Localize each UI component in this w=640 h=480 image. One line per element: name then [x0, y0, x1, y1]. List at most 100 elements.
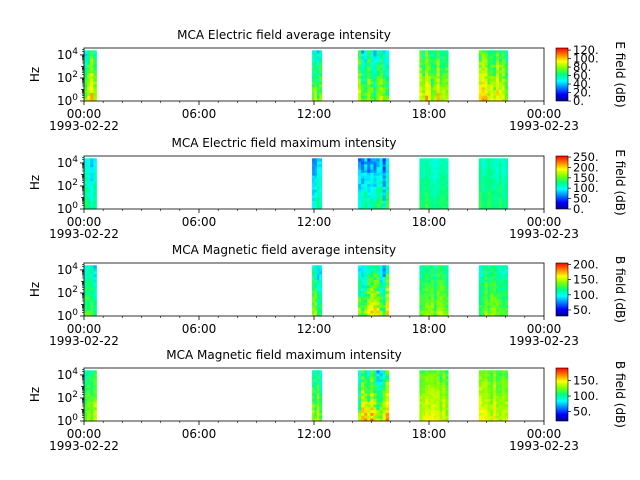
colorbar-tick-label: 150. — [573, 171, 599, 185]
spectrogram-cell — [382, 313, 387, 317]
spectrogram-cell — [373, 186, 377, 190]
spectrogram-cell — [312, 72, 315, 77]
spectrogram-cell — [445, 81, 449, 85]
spectrogram-cell — [84, 172, 88, 176]
spectrogram-cell — [316, 169, 320, 173]
spectrogram-cell — [425, 268, 429, 272]
spectrogram-cell — [428, 276, 432, 280]
spectrogram-cell — [367, 282, 371, 286]
spectrogram-cell — [442, 270, 446, 275]
spectrogram-cell — [93, 409, 97, 413]
spectrogram-cell — [433, 290, 438, 294]
spectrogram-cell — [93, 197, 97, 201]
spectrogram-cell — [478, 55, 483, 60]
spectrogram-cell — [433, 409, 438, 413]
spectrogram-cell — [490, 98, 494, 102]
spectrogram-cell — [312, 415, 315, 419]
spectrogram-cell — [481, 95, 485, 99]
spectrogram-cell — [428, 307, 432, 311]
spectrogram-cell — [433, 293, 438, 297]
spectrogram-cell — [498, 70, 503, 74]
spectrogram-cell — [430, 304, 435, 308]
spectrogram-cell — [312, 418, 315, 422]
spectrogram-cell — [498, 304, 503, 308]
spectrogram-cell — [316, 299, 320, 303]
spectrogram-cell — [379, 200, 384, 204]
spectrogram-cell — [422, 180, 426, 185]
spectrogram-cell — [358, 373, 362, 377]
spectrogram-cell — [487, 197, 491, 201]
spectrogram-cell — [373, 92, 377, 96]
spectrogram-cell — [364, 287, 368, 292]
spectrogram-cell — [504, 270, 508, 275]
spectrogram-cell — [504, 301, 508, 306]
spectrogram-cell — [490, 92, 494, 96]
spectrogram-cell — [319, 158, 323, 162]
spectrogram-cell — [422, 293, 426, 297]
spectrogram-cell — [498, 200, 503, 204]
spectrogram-cell — [428, 81, 432, 85]
spectrogram-cell — [364, 398, 368, 402]
spectrogram-cell — [373, 53, 377, 57]
spectrogram-cell — [373, 78, 377, 82]
spectrogram-cell — [484, 409, 488, 413]
spectrogram-cell — [484, 78, 488, 82]
spectrogram-cell — [364, 89, 368, 93]
spectrogram-cell — [496, 84, 500, 88]
spectrogram-cell — [382, 189, 387, 193]
spectrogram-cell — [385, 390, 390, 394]
spectrogram-cell — [430, 418, 435, 422]
spectrogram-cell — [493, 64, 497, 68]
spectrogram-cell — [367, 84, 371, 88]
spectrogram-cell — [379, 84, 384, 88]
spectrogram-cell — [484, 180, 488, 185]
spectrogram-cell — [316, 161, 320, 165]
spectrogram-cell — [370, 276, 374, 280]
spectrogram-cell — [430, 72, 435, 77]
spectrogram-cell — [430, 398, 435, 402]
spectrogram-cell — [490, 276, 494, 280]
spectrogram-cell — [373, 192, 377, 196]
spectrogram-cell — [314, 50, 318, 54]
spectrogram-cell — [314, 296, 318, 300]
spectrogram-cell — [504, 197, 508, 201]
spectrogram-cell — [442, 293, 446, 297]
spectrogram-cell — [487, 78, 491, 82]
spectrogram-cell — [373, 86, 377, 91]
spectrogram-cell — [370, 409, 374, 413]
spectrogram-cell — [358, 409, 362, 413]
spectrogram-cell — [487, 418, 491, 422]
spectrogram-cell — [501, 192, 506, 196]
spectrogram-cell — [364, 189, 368, 193]
spectrogram-cell — [445, 378, 449, 382]
spectrogram-cell — [481, 370, 485, 374]
spectrogram-cell — [93, 304, 97, 308]
spectrogram-cell — [316, 304, 320, 308]
spectrogram-cell — [312, 98, 315, 102]
spectrogram-cell — [430, 203, 435, 207]
spectrogram-cell — [490, 200, 494, 204]
spectrogram-cell — [490, 84, 494, 88]
spectrogram-cell — [445, 265, 449, 269]
spectrogram-cell — [484, 265, 488, 269]
spectrogram-cell — [367, 53, 371, 57]
spectrogram-cell — [504, 98, 508, 102]
spectrogram-cell — [478, 50, 483, 54]
spectrogram-cell — [419, 61, 423, 65]
spectrogram-cell — [445, 418, 449, 422]
spectrogram-cell — [373, 180, 377, 185]
spectrogram-cell — [87, 84, 91, 88]
spectrogram-cell — [382, 310, 387, 314]
spectrogram-cell — [430, 395, 435, 399]
spectrogram-cell — [314, 395, 318, 399]
spectrogram-cell — [484, 194, 488, 199]
spectrogram-cell — [379, 395, 384, 399]
spectrogram-cell — [436, 166, 440, 170]
spectrogram-cell — [428, 161, 432, 165]
spectrogram-cell — [498, 279, 503, 283]
spectrogram-cell — [493, 381, 497, 385]
spectrogram-cell — [379, 282, 384, 286]
spectrogram-cell — [501, 412, 506, 416]
spectrogram-cell — [504, 206, 508, 210]
spectrogram-cell — [498, 163, 503, 168]
